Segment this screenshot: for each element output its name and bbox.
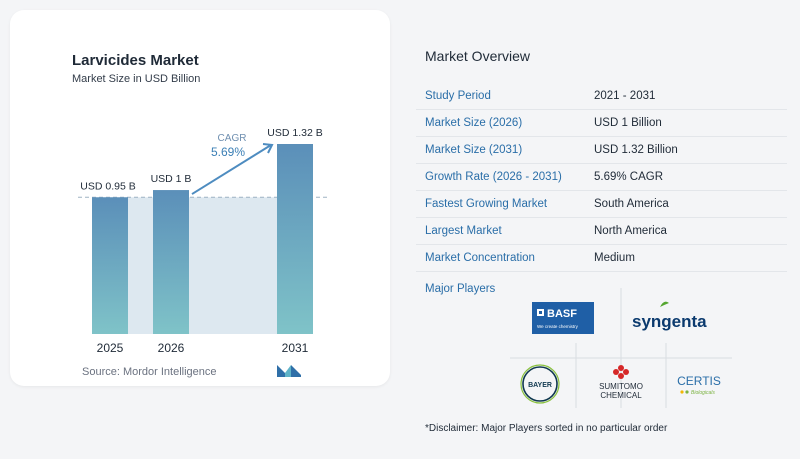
bar bbox=[277, 144, 313, 334]
row-label: Fastest Growing Market bbox=[425, 198, 548, 210]
row-value: USD 1.32 Billion bbox=[594, 144, 678, 156]
sumitomo-logo-icon: SUMITOMO CHEMICAL bbox=[599, 365, 643, 400]
source-label: Source: Mordor Intelligence bbox=[82, 366, 217, 378]
overview-row: Fastest Growing Market South America bbox=[416, 191, 787, 218]
cagr-value: 5.69% bbox=[211, 145, 245, 159]
major-players-logos: BASF We create chemistry syngenta BAYER … bbox=[510, 288, 732, 408]
basf-name: BASF bbox=[547, 308, 577, 320]
row-value: 2021 - 2031 bbox=[594, 90, 656, 102]
mordor-logo-icon bbox=[277, 365, 301, 377]
cagr-arrow bbox=[191, 144, 272, 195]
overview-row: Market Concentration Medium bbox=[416, 245, 787, 272]
row-label: Largest Market bbox=[425, 225, 502, 237]
overview-table: Study Period 2021 - 2031 Market Size (202… bbox=[416, 83, 787, 272]
bar-chart: USD 0.95 B 2025 USD 1 B 2026 USD 1.32 B 2031 C… bbox=[78, 127, 330, 355]
market-overview-panel: Market Overview Study Period 2021 - 2031 … bbox=[400, 0, 800, 459]
sumitomo-line2: CHEMICAL bbox=[600, 391, 642, 400]
bar bbox=[153, 190, 189, 334]
basf-tagline: We create chemistry bbox=[537, 324, 579, 329]
row-label: Study Period bbox=[425, 90, 491, 102]
row-value: Medium bbox=[594, 252, 635, 264]
overview-row: Market Size (2031) USD 1.32 Billion bbox=[416, 137, 787, 164]
certis-logo-icon: CERTIS Biologicals bbox=[677, 374, 721, 396]
row-label: Market Size (2026) bbox=[425, 117, 523, 129]
cagr-label: CAGR bbox=[218, 133, 247, 144]
sumitomo-line1: SUMITOMO bbox=[599, 382, 643, 391]
row-label: Growth Rate (2026 - 2031) bbox=[425, 171, 562, 183]
bar bbox=[92, 197, 128, 334]
row-value: 5.69% CAGR bbox=[594, 171, 664, 183]
reference-band bbox=[128, 197, 277, 334]
overview-row: Largest Market North America bbox=[416, 218, 787, 245]
disclaimer: *Disclaimer: Major Players sorted in no … bbox=[425, 423, 668, 434]
chart-subtitle: Market Size in USD Billion bbox=[72, 73, 201, 85]
certis-tagline: Biologicals bbox=[691, 390, 715, 396]
data-label: USD 0.95 B bbox=[80, 180, 135, 192]
row-label: Market Size (2031) bbox=[425, 144, 523, 156]
row-value: USD 1 Billion bbox=[594, 117, 662, 129]
basf-logo-icon: BASF We create chemistry bbox=[532, 302, 594, 334]
overview-row: Study Period 2021 - 2031 bbox=[416, 83, 787, 110]
overview-row: Market Size (2026) USD 1 Billion bbox=[416, 110, 787, 137]
x-tick-label: 2031 bbox=[282, 341, 309, 355]
row-label: Market Concentration bbox=[425, 252, 535, 264]
syngenta-name: syngenta bbox=[632, 312, 707, 331]
chart-title: Larvicides Market bbox=[72, 52, 199, 69]
certis-name: CERTIS bbox=[677, 374, 721, 388]
syngenta-logo-icon: syngenta bbox=[632, 301, 707, 331]
x-tick-label: 2025 bbox=[97, 341, 124, 355]
bayer-name: BAYER bbox=[528, 382, 552, 389]
x-tick-label: 2026 bbox=[158, 341, 185, 355]
data-label: USD 1 B bbox=[151, 173, 192, 185]
row-value: North America bbox=[594, 225, 667, 237]
row-value: South America bbox=[594, 198, 669, 210]
overview-row: Growth Rate (2026 - 2031) 5.69% CAGR bbox=[416, 164, 787, 191]
overview-title: Market Overview bbox=[425, 48, 531, 64]
major-players-title: Major Players bbox=[425, 283, 496, 295]
bayer-logo-icon: BAYER bbox=[520, 364, 560, 404]
data-label: USD 1.32 B bbox=[267, 127, 322, 139]
cagr-arrowhead bbox=[262, 143, 274, 154]
